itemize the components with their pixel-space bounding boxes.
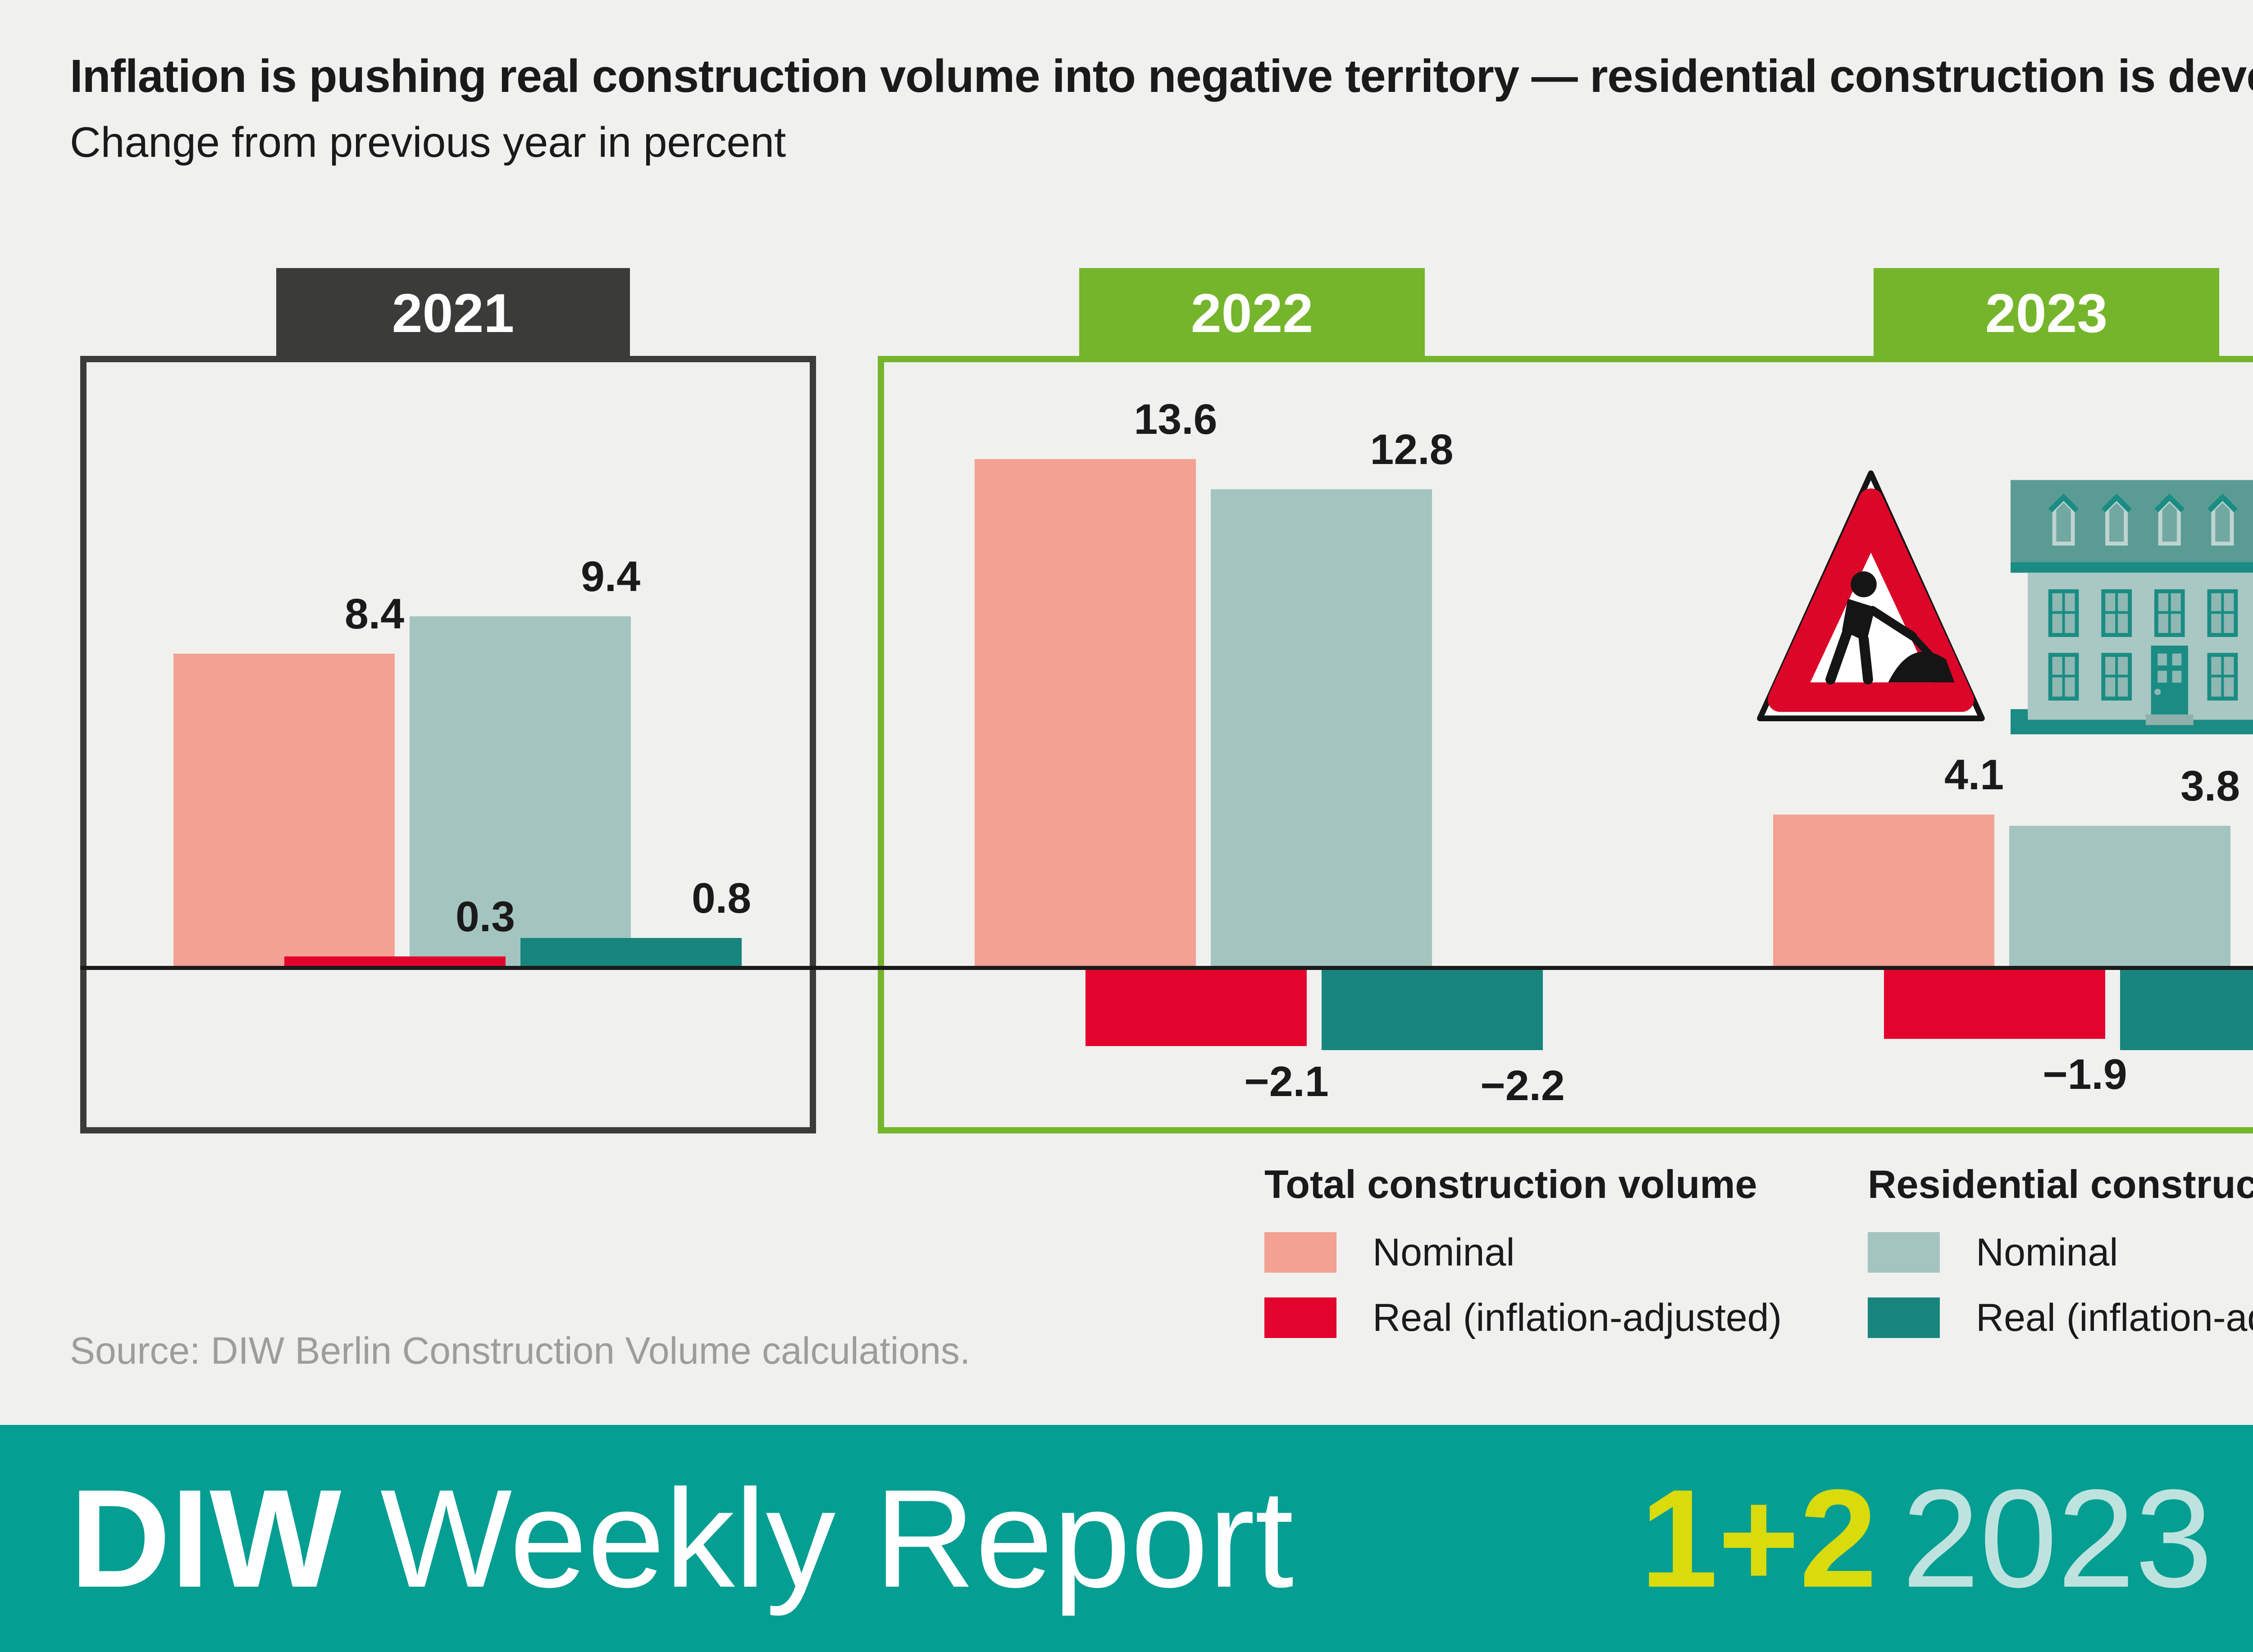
legend-item-residential-nominal: Nominal bbox=[1868, 1230, 2253, 1274]
brand-weekly-report: Weekly Report bbox=[380, 1460, 1294, 1616]
issue-number: 1+2 bbox=[1640, 1460, 1877, 1616]
bar-value-label-2022-residential-real: −2.2 bbox=[1480, 1062, 1565, 1110]
legend-group-total: Total construction volume Nominal Real (… bbox=[1264, 1161, 1782, 1339]
year-box-2023: 2023 bbox=[1874, 268, 2219, 358]
legend-swatch-residential-nominal-icon bbox=[1868, 1232, 1940, 1273]
bar-2022-total-nominal bbox=[975, 459, 1196, 968]
year-box-2021: 2021 bbox=[276, 268, 630, 358]
legend-item-total-real: Real (inflation-adjusted) bbox=[1264, 1296, 1782, 1339]
frame-actual-2021 bbox=[80, 356, 816, 1133]
bar-value-label-2022-total-nominal: 13.6 bbox=[1134, 396, 1218, 443]
bar-2022-total-real bbox=[1085, 968, 1307, 1046]
road-works-sign-icon bbox=[1757, 470, 1985, 721]
legend-heading-residential: Residential construction volume bbox=[1868, 1162, 2253, 1206]
legend-swatch-residential-real-icon bbox=[1868, 1297, 1940, 1338]
bar-value-label-2023-total-real: −1.9 bbox=[2043, 1051, 2127, 1098]
bar-2023-residential-nominal bbox=[2009, 826, 2230, 968]
legend-swatch-total-nominal-icon bbox=[1264, 1232, 1336, 1273]
bar-value-label-2021-residential-real: 0.8 bbox=[691, 874, 752, 922]
zero-axis-line bbox=[80, 966, 2253, 970]
bar-2021-total-real bbox=[284, 956, 506, 968]
frame-projection-2022-2024 bbox=[878, 356, 2253, 1133]
legend-item-label: Nominal bbox=[1976, 1230, 2118, 1274]
bar-value-label-2021-residential-nominal: 9.4 bbox=[580, 553, 641, 601]
year-box-2022: 2022 bbox=[1079, 268, 1425, 358]
bar-2023-residential-real bbox=[2120, 968, 2253, 1050]
bar-2021-residential-nominal bbox=[410, 616, 631, 968]
legend-item-total-nominal: Nominal bbox=[1264, 1230, 1782, 1274]
figure-title: Inflation is pushing real construction v… bbox=[70, 50, 2253, 102]
bar-value-label-2023-residential-nominal: 3.8 bbox=[2180, 762, 2240, 810]
legend-group-residential: Residential construction volume Nominal … bbox=[1868, 1161, 2253, 1339]
issue-info: 1+2 2023 bbox=[1640, 1469, 2213, 1608]
bar-value-label-2022-residential-nominal: 12.8 bbox=[1370, 426, 1454, 473]
figure-subtitle: Change from previous year in percent bbox=[70, 118, 786, 166]
legend-swatch-total-real-icon bbox=[1264, 1297, 1336, 1338]
bar-2021-residential-real bbox=[520, 938, 742, 968]
bar-value-label-2021-total-real: 0.3 bbox=[455, 893, 515, 941]
source-note: Source: DIW Berlin Construction Volume c… bbox=[70, 1329, 971, 1372]
legend-heading-total: Total construction volume bbox=[1264, 1162, 1757, 1206]
brand-diw: DIW bbox=[70, 1460, 342, 1616]
issue-year: 2023 bbox=[1902, 1460, 2213, 1616]
legend-item-residential-real: Real (inflation-adjusted) bbox=[1868, 1296, 2253, 1339]
legend-item-label: Real (inflation-adjusted) bbox=[1976, 1296, 2253, 1339]
bar-2022-residential-real bbox=[1322, 968, 1543, 1050]
bar-value-label-2023-total-nominal: 4.1 bbox=[1944, 751, 2004, 799]
publication-brand: DIW Weekly Report bbox=[70, 1469, 1294, 1608]
bar-2021-total-nominal bbox=[173, 654, 395, 968]
residential-building-icon bbox=[2011, 480, 2253, 734]
bar-value-label-2022-total-real: −2.1 bbox=[1244, 1058, 1329, 1106]
legend-item-label: Nominal bbox=[1373, 1230, 1515, 1274]
legend-item-label: Real (inflation-adjusted) bbox=[1373, 1296, 1782, 1339]
bar-2023-total-real bbox=[1884, 968, 2105, 1039]
bar-2022-residential-nominal bbox=[1211, 489, 1432, 968]
bar-value-label-2021-total-nominal: 8.4 bbox=[344, 590, 405, 638]
bar-2023-total-nominal bbox=[1773, 815, 1994, 968]
